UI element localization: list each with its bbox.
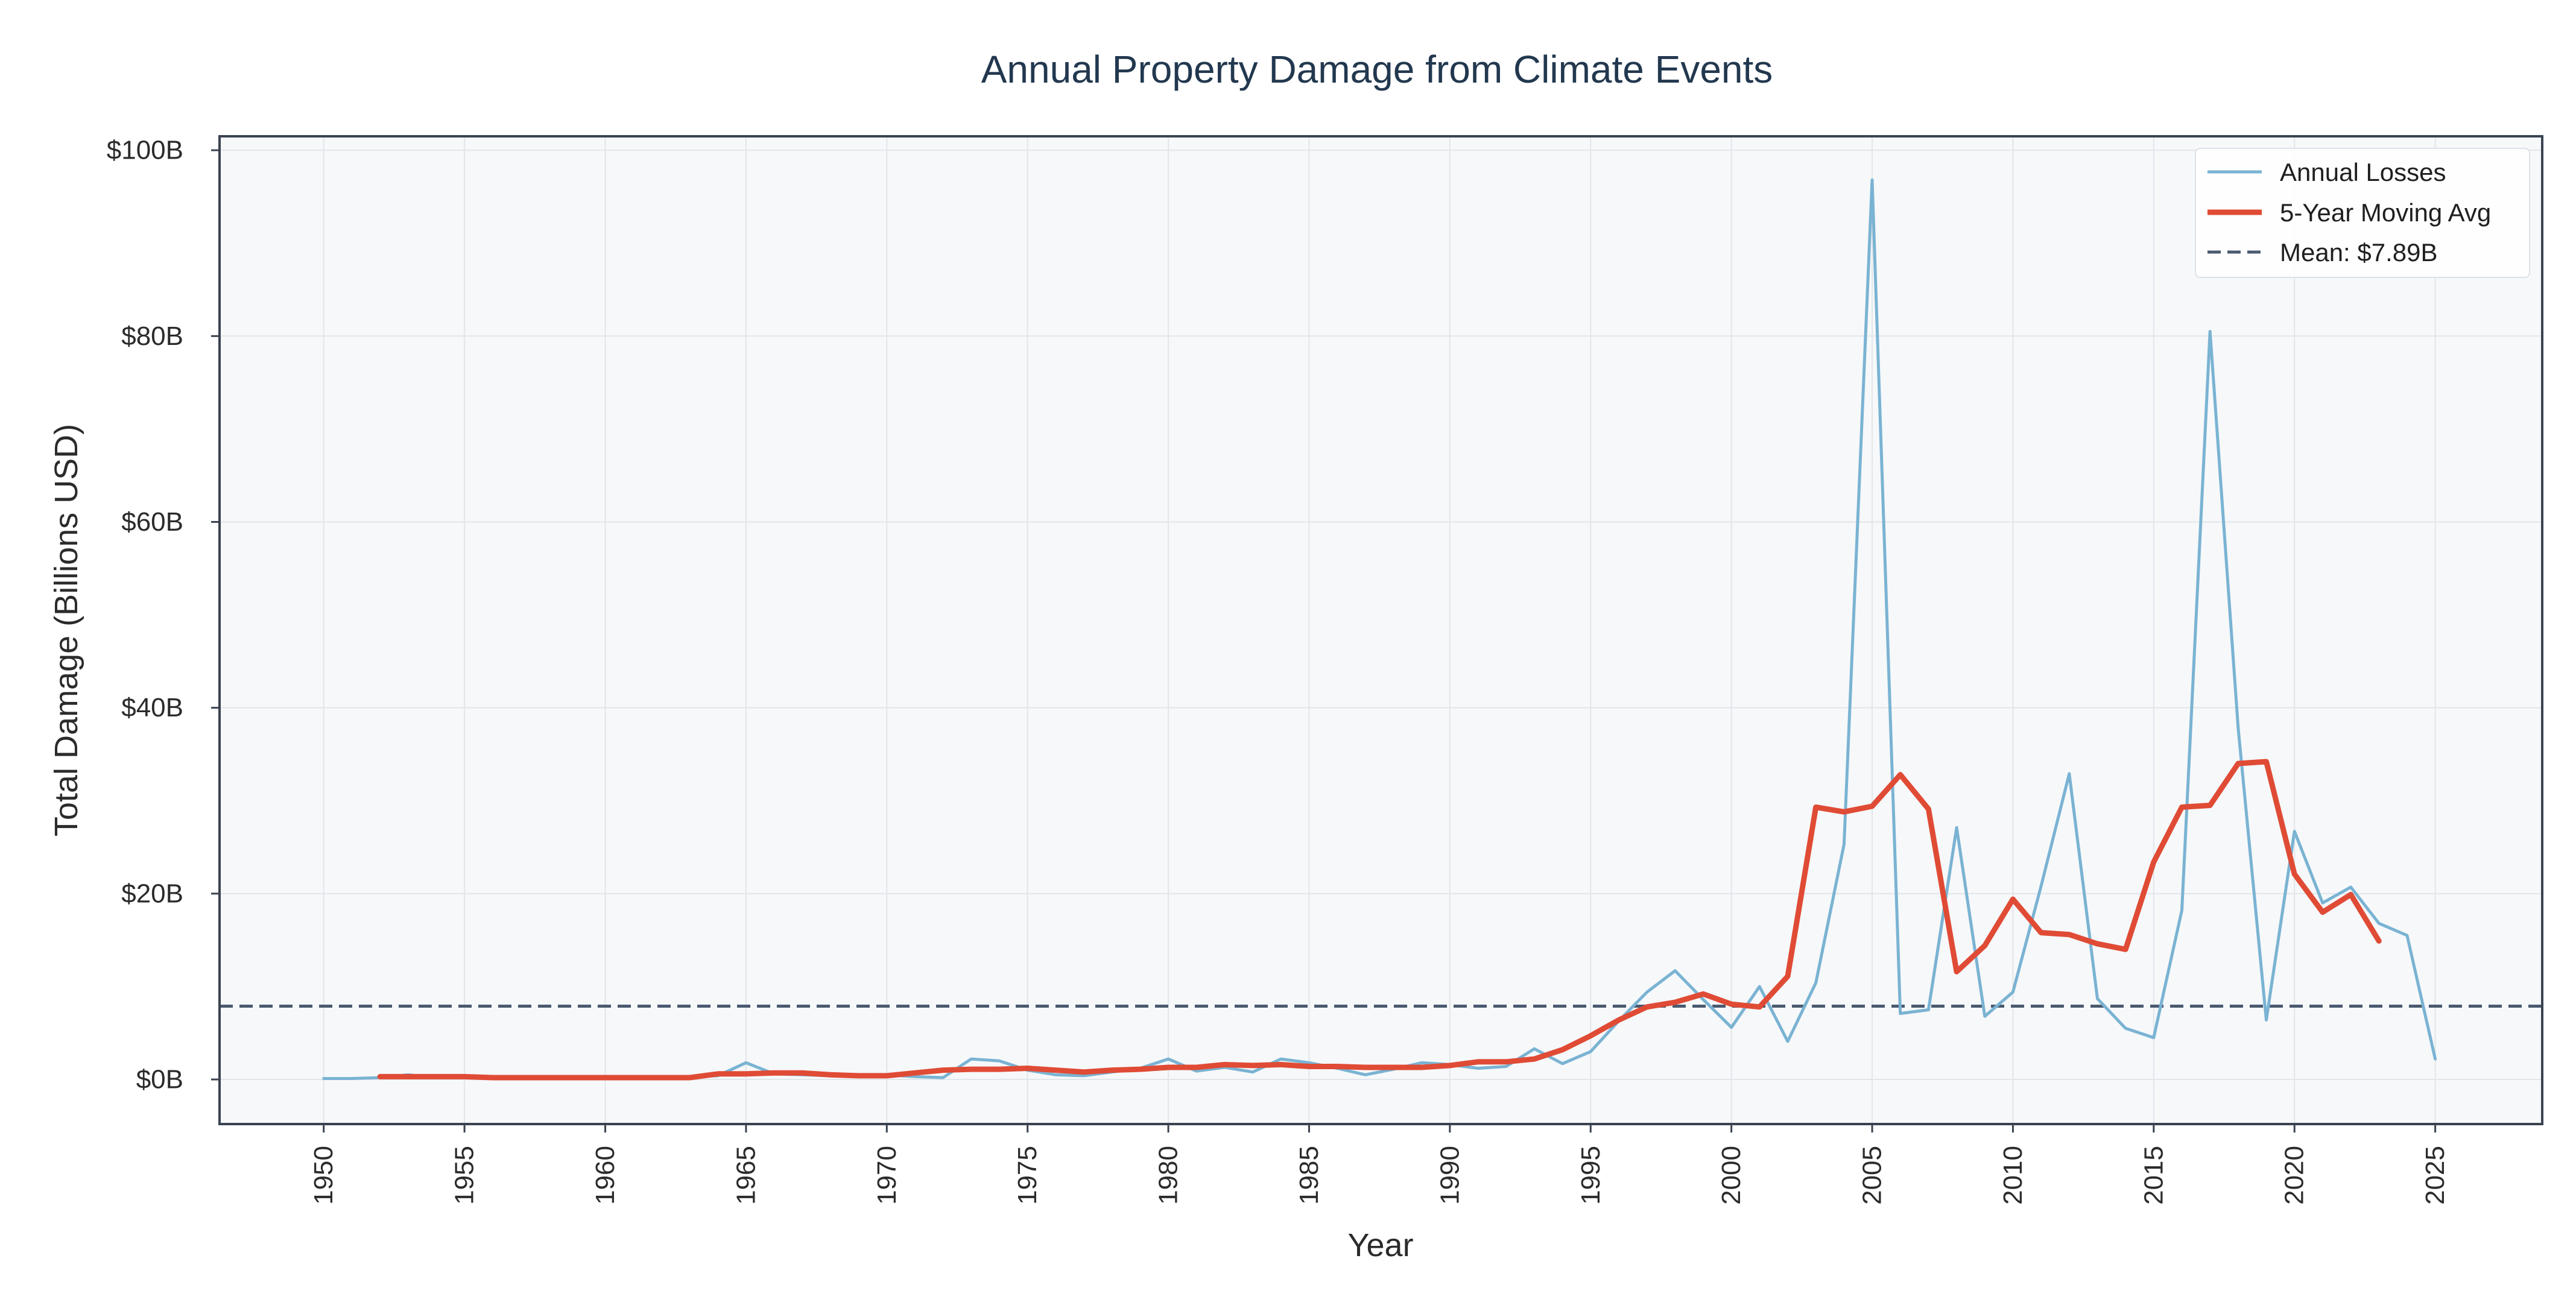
plot-area: [220, 136, 2542, 1124]
legend-label-moving-avg: 5-Year Moving Avg: [2280, 198, 2491, 227]
x-tick-label: 2015: [2139, 1146, 2168, 1205]
legend-label-mean: Mean: $7.89B: [2280, 238, 2438, 267]
x-tick-label: 1955: [450, 1146, 479, 1205]
x-tick-label: 1975: [1013, 1146, 1042, 1205]
x-tick-label: 2000: [1717, 1146, 1746, 1205]
series-layer: [322, 178, 2437, 1081]
moving-average-line: [377, 759, 2382, 1081]
grid-lines: [220, 136, 2542, 1124]
x-tick-label: 1995: [1576, 1146, 1606, 1205]
x-axis: 1950 1955 1960 1965 1970 1975 1980 1985 1990 1995…: [309, 1124, 2450, 1205]
x-tick-label: 1950: [309, 1146, 338, 1205]
x-tick-label: 1970: [872, 1146, 902, 1205]
x-tick-label: 1960: [590, 1146, 620, 1205]
x-tick-label: 2010: [1998, 1146, 2028, 1205]
x-tick-label: 2005: [1858, 1146, 1887, 1205]
y-tick-label: $0B: [136, 1065, 183, 1095]
y-tick-label: $100B: [107, 136, 183, 165]
legend-box: [2195, 148, 2530, 278]
plot-frame: [218, 135, 2543, 1125]
x-tick-label: 2020: [2280, 1146, 2309, 1205]
y-tick-label: $20B: [121, 879, 183, 908]
x-tick-label: 1990: [1435, 1146, 1464, 1205]
x-tick-label: 1980: [1154, 1146, 1183, 1205]
legend-label-annual-losses: Annual Losses: [2280, 158, 2446, 186]
y-tick-label: $80B: [121, 321, 183, 351]
y-axis: $0B $20B $40B $60B $80B $100B: [107, 136, 220, 1095]
y-tick-label: $60B: [121, 507, 183, 537]
y-tick-label: $40B: [121, 693, 183, 722]
x-tick-label: 1965: [731, 1146, 761, 1205]
chart-title: Annual Property Damage from Climate Even…: [981, 48, 1773, 91]
legend: Annual Losses 5-Year Moving Avg Mean: $7…: [2195, 148, 2530, 278]
x-tick-label: 2025: [2420, 1146, 2450, 1205]
x-tick-label: 1985: [1294, 1146, 1324, 1205]
y-axis-title: Total Damage (Billions USD): [48, 424, 84, 836]
x-axis-title: Year: [1347, 1227, 1413, 1263]
